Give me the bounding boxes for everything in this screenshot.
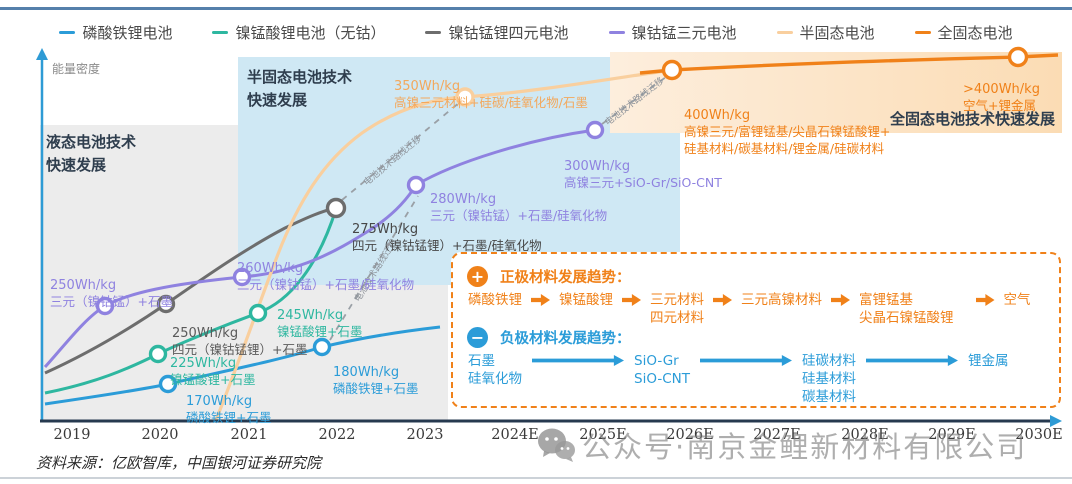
arrow-right-icon (865, 355, 958, 366)
cathode-item: 三元高镍材料 (741, 292, 822, 308)
arrow-right-icon (831, 294, 850, 306)
x-tick: 2028E (841, 427, 889, 443)
legend-swatch-quaternary (425, 31, 442, 34)
annotation-250-quaternary: 250Wh/kg 四元（镍钴锰锂）+石墨 (172, 325, 308, 358)
legend-label: 镍钴锰三元电池 (631, 24, 737, 42)
legend-swatch-lfp (59, 31, 76, 34)
legend-item-solid: 全固态电池 (914, 22, 1013, 43)
annotation-260: 260Wh/kg 三元（镍钴锰）+石墨/硅氧化物 (237, 260, 415, 293)
annotation-170: 170Wh/kg 磷酸铁锂+石墨 (186, 393, 272, 426)
material-trend-box: + 正极材料发展趋势： 磷酸铁锂 镍锰酸锂 三元材料 四元材料 三元高镍材料 富… (451, 252, 1061, 408)
annotation-225: 225Wh/kg 镍锰酸锂+石墨 (170, 355, 256, 388)
anode-item: 硅碳材料 硅基材料 碳基材料 (801, 353, 856, 406)
anode-trend-header: − 负极材料发展趋势： (467, 327, 631, 348)
anode-trend-row: 石墨 硅氧化物 SiO-Gr SiO-CNT 硅碳材料 硅基材料 碳基材料 锂金… (468, 352, 1053, 407)
arrow-right-icon (975, 294, 995, 306)
x-tick: 2023 (406, 427, 444, 443)
anode-trend-title: 负极材料发展趋势： (500, 331, 631, 347)
annotation-400plus: >400Wh/kg 空气+锂金属 (963, 81, 1040, 114)
legend-swatch-ncm (608, 31, 625, 34)
plus-icon: + (467, 266, 488, 287)
legend-swatch-solid (914, 31, 931, 34)
x-tick: 2019 (53, 427, 91, 443)
arrow-right-icon (532, 355, 624, 366)
legend-label: 磷酸铁锂电池 (82, 24, 173, 42)
cathode-item: 磷酸铁锂 (468, 292, 522, 308)
legend-label: 全固态电池 (937, 24, 1013, 42)
x-tick: 2024E (491, 427, 539, 443)
legend-label: 镍锰酸锂电池（无钴） (235, 24, 386, 42)
cathode-item: 三元材料 四元材料 (650, 292, 704, 327)
x-tick: 2021 (230, 427, 268, 443)
anode-item: SiO-Gr SiO-CNT (634, 353, 690, 388)
cathode-trend-title: 正极材料发展趋势： (500, 270, 631, 286)
legend-item-semisolid: 半固态电池 (776, 22, 875, 43)
x-axis-ticks: 2019 2020 2021 2022 2023 2024E 2025E 202… (0, 427, 1072, 447)
x-tick: 2022 (318, 427, 356, 443)
curve-solid (639, 53, 1059, 75)
arrow-right-icon (622, 294, 641, 306)
annotation-250-ternary: 250Wh/kg 三元（镍钴锰）+石墨 (50, 277, 173, 310)
cathode-trend-row: 磷酸铁锂 镍锰酸锂 三元材料 四元材料 三元高镍材料 富锂锰基 尖晶石镍锰酸锂 … (468, 291, 1053, 327)
data-point-markers (95, 46, 1029, 394)
cathode-item: 富锂锰基 尖晶石镍锰酸锂 (859, 292, 954, 327)
annotation-180: 180Wh/kg 磷酸铁锂+石墨 (333, 364, 419, 397)
legend-item-quaternary: 镍钴锰锂四元电池 (425, 22, 569, 43)
legend-label: 镍钴锰锂四元电池 (448, 24, 569, 42)
cathode-trend-header: + 正极材料发展趋势： (467, 266, 631, 287)
arrow-right-icon (699, 355, 792, 366)
annotation-280: 280Wh/kg 三元（镍钴锰）+石墨/硅氧化物 (430, 191, 608, 224)
x-tick: 2025E (579, 427, 627, 443)
cathode-item: 镍锰酸锂 (559, 292, 613, 308)
minus-icon: − (467, 327, 488, 348)
anode-item: 锂金属 (967, 353, 1009, 369)
cathode-item: 空气 (1003, 292, 1031, 308)
anode-item: 石墨 硅氧化物 (468, 353, 522, 388)
curve-lfp (44, 325, 441, 406)
annotation-400: 400Wh/kg 高镍三元/富锂锰基/尖晶石镍锰酸锂+ 硅基材料/碳基材料/锂金属… (684, 107, 891, 157)
transition-dashed-lines (329, 76, 667, 341)
region-title-solid: 全固态电池技术快速发展 (890, 110, 1056, 128)
legend-item-ncm: 镍钴锰三元电池 (608, 22, 737, 43)
legend-swatch-semisolid (776, 31, 793, 34)
region-title-semisolid: 半固态电池技术 快速发展 (247, 68, 353, 109)
x-tick: 2026E (666, 427, 714, 443)
x-tick: 2027E (753, 427, 801, 443)
arrow-right-icon (713, 294, 732, 306)
annotation-300: 300Wh/kg 高镍三元+SiO-Gr/SiO-CNT (564, 158, 722, 191)
annotation-275: 275Wh/kg 四元（镍钴锰锂）+石墨/硅氧化物 (352, 221, 542, 254)
curve-lnmo (44, 208, 338, 395)
x-axis-arrow-icon (1050, 415, 1062, 427)
legend: 磷酸铁锂电池 镍锰酸锂电池（无钴） 镍钴锰锂四元电池 镍钴锰三元电池 半固态电池… (0, 22, 1072, 43)
y-axis-arrow-icon (36, 48, 48, 60)
legend-item-lfp: 磷酸铁锂电池 (59, 22, 172, 43)
legend-item-lnmo: 镍锰酸锂电池（无钴） (212, 22, 385, 43)
y-axis-label: 能量密度 (52, 62, 101, 76)
top-divider (0, 7, 1072, 10)
region-solid-battery (610, 52, 1062, 133)
legend-swatch-lnmo (212, 31, 229, 34)
bottom-divider (0, 477, 1072, 479)
curve-quaternary (44, 206, 337, 375)
x-tick: 2029E (928, 427, 976, 443)
x-tick: 2020 (141, 427, 179, 443)
legend-label: 半固态电池 (799, 24, 875, 42)
arrow-right-icon (531, 294, 550, 306)
source-note: 资料来源：亿欧智库，中国银河证券研究院 (36, 454, 322, 472)
x-tick: 2030E (1015, 427, 1063, 443)
region-title-liquid: 液态电池技术 快速发展 (46, 133, 137, 174)
annotation-245: 245Wh/kg 镍锰酸锂+石墨 (277, 307, 363, 340)
annotation-350: 350Wh/kg 高镍三元材料+硅碳/硅氧化物/石墨 (394, 78, 588, 111)
